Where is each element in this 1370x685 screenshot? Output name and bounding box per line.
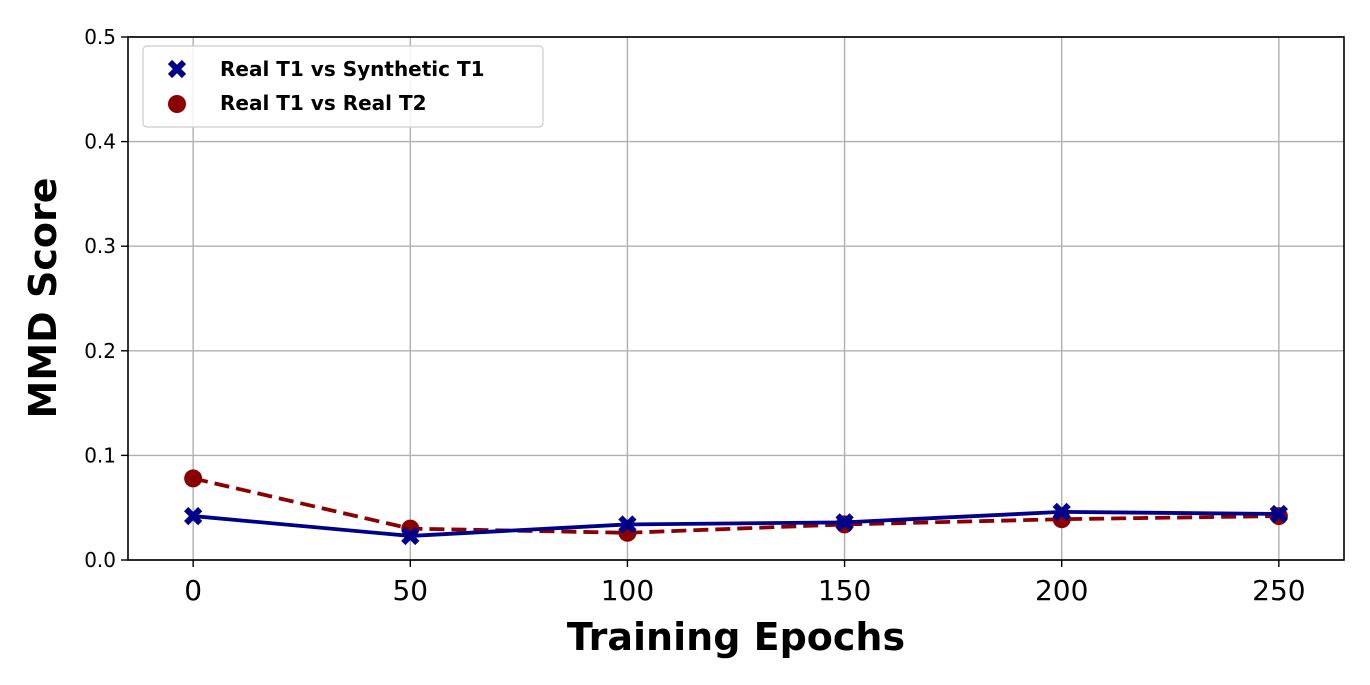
data-point <box>835 513 854 532</box>
x-tick-label: 150 <box>818 574 871 607</box>
legend-marker-synthetic <box>167 59 187 79</box>
x-tick-label: 250 <box>1252 574 1305 607</box>
y-tick-label: 0.4 <box>84 130 116 154</box>
series-line <box>192 476 1279 535</box>
series-synthetic-t1 <box>184 502 1288 546</box>
legend-dot-marker <box>168 95 186 113</box>
data-point <box>184 506 203 526</box>
series-layer <box>184 469 1288 546</box>
x-axis-title: Training Epochs <box>567 615 905 659</box>
ticks: 0 50 100 150 200 250 0.0 0.1 0.2 0.3 0.4 0.5 <box>84 25 1305 607</box>
x-tick-label: 100 <box>601 574 654 607</box>
data-point <box>401 526 420 546</box>
legend-box <box>142 45 544 128</box>
y-tick-label: 0.1 <box>84 443 116 467</box>
x-tick-label: 50 <box>392 574 428 607</box>
legend-marker-real-t2 <box>168 95 186 113</box>
data-point <box>184 469 203 488</box>
y-tick-label: 0.2 <box>84 339 116 363</box>
legend-label-real-t2: Real T1 vs Real T2 <box>220 91 427 115</box>
x-tick-label: 0 <box>184 574 202 607</box>
data-point <box>1269 504 1288 524</box>
y-tick-label: 0.5 <box>84 25 116 49</box>
legend-label-synthetic: Real T1 vs Synthetic T1 <box>220 57 485 81</box>
y-tick-label: 0.0 <box>84 548 116 572</box>
data-point <box>618 515 637 534</box>
data-point <box>1052 502 1071 522</box>
plot-frame <box>127 36 1345 561</box>
y-axis-title: MMD Score <box>21 178 65 419</box>
legend-x-marker <box>167 59 187 79</box>
legend: Real T1 vs Synthetic T1 Real T1 vs Real … <box>142 45 544 128</box>
x-tick-label: 200 <box>1035 574 1088 607</box>
y-tick-label: 0.3 <box>84 234 116 258</box>
series-line <box>192 509 1279 538</box>
